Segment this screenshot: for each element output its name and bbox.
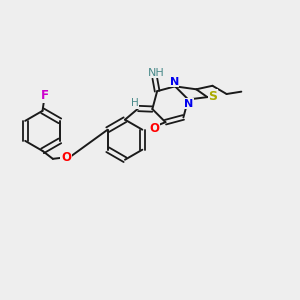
Text: N: N: [184, 99, 194, 109]
Text: N: N: [169, 76, 179, 87]
Text: NH: NH: [148, 68, 165, 78]
Text: H: H: [131, 98, 139, 108]
Text: O: O: [61, 151, 71, 164]
Text: F: F: [40, 89, 49, 102]
Text: S: S: [208, 90, 217, 103]
Text: O: O: [149, 122, 159, 135]
